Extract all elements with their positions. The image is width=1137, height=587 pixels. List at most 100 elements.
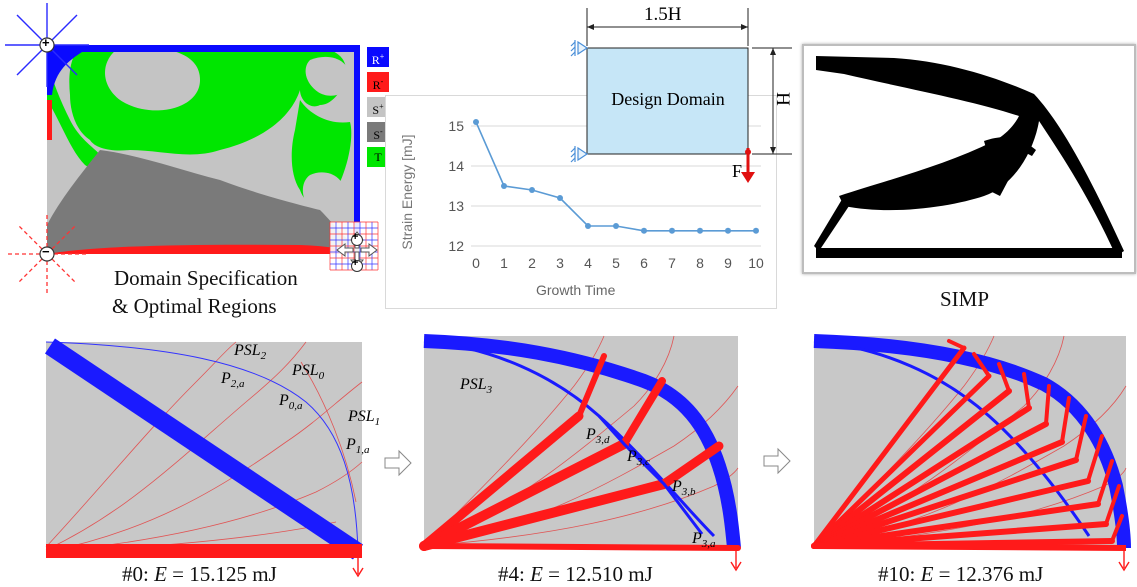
chart-x-ticks: 0 1 2 3 4 5 6 7 8 9 10 (472, 255, 764, 271)
chart-x-tick-label: 8 (696, 255, 704, 271)
chart-x-label: Growth Time (536, 282, 616, 298)
growth-caption-4: #4: E = 12.510 mJ (498, 562, 653, 587)
tension-fan-branch (1060, 396, 1071, 444)
growth-caption-0: #0: E = 15.125 mJ (122, 562, 277, 587)
legend-item-rplus: R+ (367, 47, 389, 67)
design-domain-height-label: H (771, 92, 793, 106)
region-s-plus-right (305, 56, 350, 96)
chart-point (473, 119, 479, 125)
design-domain-rect (586, 47, 749, 155)
growth-caption-10: #10: E = 12.376 mJ (878, 562, 1043, 587)
caption-0-var: E (154, 562, 167, 586)
caption-0-prefix: #0: (122, 562, 155, 586)
psl-3-curve (423, 339, 716, 538)
tension-fan-branch (1096, 459, 1114, 506)
domain-caption-line1: Domain Specification (114, 266, 298, 290)
chart-x-tick-label: 3 (556, 255, 564, 271)
tension-fan-branch (997, 362, 1011, 393)
tension-fan-branch (1110, 514, 1124, 543)
region-s-minus (47, 150, 360, 254)
simp-panel (802, 44, 1136, 274)
tension-fan-member (811, 439, 1065, 549)
psl-2-curve (45, 341, 359, 553)
chart-point (557, 195, 563, 201)
chart-x-tick-label: 1 (500, 255, 508, 271)
design-domain-width-label: 1.5H (644, 4, 682, 25)
psl-0-curve (300, 361, 357, 503)
compression-bar (44, 338, 364, 560)
growth-panel-10 (811, 334, 1131, 572)
domain-specification-panel: + − + + R+ R- S+ S- T Domain Specification &… (0, 0, 400, 320)
tension-fan-branch (1074, 414, 1088, 462)
plus-symbol-grid-top: + (352, 231, 359, 243)
plus-symbol-grid-bottom: + (352, 257, 359, 269)
chart-point (501, 183, 507, 189)
tension-fan-branch (947, 339, 966, 350)
plus-node-grid-top (351, 234, 363, 246)
chart-points (473, 119, 759, 234)
force-label: F (732, 161, 743, 181)
tension-fan-branch (1022, 372, 1031, 410)
label-p-3-c: P3,c (627, 448, 650, 469)
plus-node-top (39, 37, 55, 53)
simp-structure (814, 56, 1124, 258)
plus-symbol-top: + (42, 35, 50, 50)
region-legend: R+ R- S+ S- T (367, 47, 391, 172)
caption-0-value: = 15.125 mJ (166, 562, 277, 586)
chart-x-tick-label: 5 (612, 255, 620, 271)
caption-4-value: = 12.510 mJ (542, 562, 653, 586)
chart-y-tick-label: 14 (448, 158, 464, 174)
label-psl-2: PSL2 (234, 342, 267, 363)
tension-fan-member (811, 457, 1079, 549)
tension-fan-branch (1044, 384, 1051, 426)
chart-x-tick-label: 10 (748, 255, 764, 271)
region-s-plus-right2 (302, 172, 345, 217)
chart-point (669, 227, 675, 234)
chart-y-ticks: 12 13 14 15 (448, 118, 464, 254)
chart-y-tick-label: 13 (448, 198, 464, 214)
region-r-minus-left (47, 100, 52, 140)
legend-item-splus: S+ (367, 97, 389, 117)
chart-x-tick-label: 4 (584, 255, 592, 271)
tension-fan-member (811, 421, 1049, 549)
chart-point (725, 227, 731, 234)
next-arrow-2 (763, 447, 791, 475)
legend-item-t: T (367, 147, 389, 167)
tension-fan-branch (972, 352, 991, 378)
region-r-minus (47, 244, 360, 254)
label-p-1-a: P1,a (346, 436, 370, 457)
support-bottom (570, 146, 589, 163)
legend-item-rminus: R- (367, 72, 389, 92)
minus-node-bottom (39, 246, 55, 262)
chart-point (613, 223, 619, 229)
tension-bar (46, 544, 362, 558)
tension-fan-member (811, 373, 992, 549)
chart-point (697, 227, 703, 234)
minus-symbol-bottom: − (42, 244, 50, 259)
plus-node-grid-bottom (351, 260, 363, 272)
chart-y-tick-label: 12 (448, 238, 464, 254)
design-domain-figure: 1.5H Design Domain H F (560, 0, 800, 185)
chart-x-tick-label: 9 (724, 255, 732, 271)
label-p-3-b: P3,b (672, 478, 696, 499)
optimal-regions-map (5, 3, 379, 294)
region-r-plus (47, 45, 360, 95)
label-p-0-a: P0,a (279, 392, 303, 413)
chart-y-tick-label: 15 (448, 118, 464, 134)
caption-4-var: E (530, 562, 543, 586)
chart-y-label: Strain Energy [mJ] (399, 134, 415, 250)
label-p-3-d: P3,d (586, 426, 610, 447)
legend-item-sminus: S- (367, 122, 389, 142)
domain-caption-line2: & Optimal Regions (112, 294, 277, 318)
region-s-plus-blob (105, 46, 200, 111)
tension-fan-member (811, 478, 1091, 549)
caption-10-value: = 12.376 mJ (933, 562, 1044, 586)
growth-panel-4: PSL3 P3,d P3,c P3,b P3,a (419, 334, 742, 572)
tension-fan (811, 339, 1124, 549)
tension-fan-member (811, 501, 1101, 549)
tension-fan-branch (1104, 484, 1121, 526)
design-domain-label: Design Domain (611, 89, 725, 109)
chart-point (529, 187, 535, 193)
caption-10-var: E (920, 562, 934, 586)
